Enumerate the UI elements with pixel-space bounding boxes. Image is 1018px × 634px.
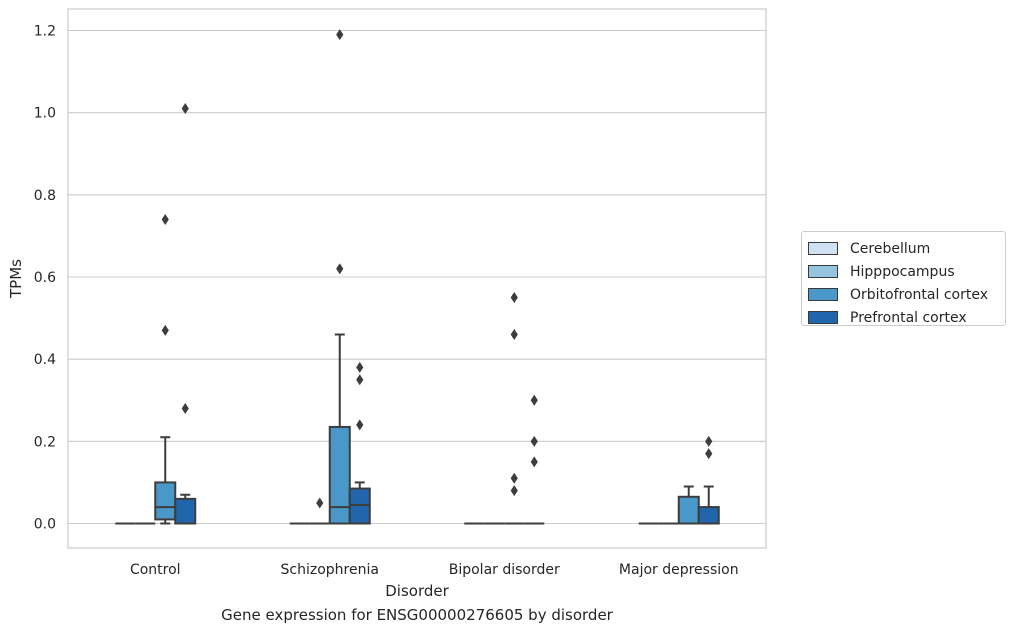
legend-label: Orbitofrontal cortex [850, 286, 988, 303]
x-tick-label: Control [130, 562, 181, 578]
outlier-point [316, 497, 324, 509]
y-axis-ticks: 0.0 0.2 0.4 0.6 0.8 1.0 1.2 [34, 24, 56, 533]
outlier-point [705, 435, 713, 447]
box-prefrontal-cortex [174, 103, 197, 525]
box-body [697, 506, 720, 525]
outlier-point [510, 472, 518, 484]
figure-caption: Gene expression for ENSG00000276605 by d… [221, 606, 613, 624]
box-groups [115, 29, 720, 525]
outlier-point [705, 448, 713, 460]
grid-lines [68, 29, 766, 525]
x-tick-label: Major depression [619, 562, 739, 578]
legend-swatch [808, 265, 838, 278]
outlier-point [510, 329, 518, 341]
outlier-point [161, 324, 169, 336]
legend-swatch [808, 288, 838, 301]
box-body [174, 497, 197, 525]
x-axis-ticks: Control Schizophrenia Bipolar disorder Majo… [130, 562, 739, 578]
plot-frame [67, 8, 767, 549]
legend: Cerebellum Hipppocampus Orbitofrontal cort… [801, 231, 1006, 326]
box-body [154, 481, 177, 521]
legend-label: Hipppocampus [850, 263, 955, 280]
legend-swatch [808, 242, 838, 255]
outlier-point [336, 263, 344, 275]
box-body [328, 425, 351, 525]
outlier-point [510, 485, 518, 497]
x-axis-label: Disorder [385, 582, 449, 600]
outlier-point [356, 374, 364, 386]
box-hipppocampus [309, 497, 330, 525]
y-tick-label: 0.0 [34, 517, 56, 533]
legend-item: Orbitofrontal cortex [808, 283, 1005, 306]
box-body [348, 487, 371, 525]
outlier-point [356, 419, 364, 431]
box-orbitofrontal-cortex [504, 292, 525, 525]
legend-swatch [808, 311, 838, 324]
x-tick-label: Bipolar disorder [449, 562, 560, 578]
outlier-point [161, 213, 169, 225]
legend-label: Prefrontal cortex [850, 309, 967, 326]
outlier-point [530, 435, 538, 447]
y-tick-label: 1.0 [34, 106, 56, 122]
outlier-point [356, 361, 364, 373]
y-axis-label: TPMs [7, 259, 25, 299]
legend-item: Cerebellum [808, 237, 1005, 260]
x-tick-label: Schizophrenia [281, 562, 379, 578]
legend-item: Hipppocampus [808, 260, 1005, 283]
y-tick-label: 0.8 [34, 188, 56, 204]
outlier-point [336, 29, 344, 41]
outlier-point [510, 292, 518, 304]
box-prefrontal-cortex [697, 435, 720, 525]
y-tick-label: 0.2 [34, 434, 56, 450]
y-tick-label: 0.4 [34, 352, 56, 368]
outlier-point [530, 456, 538, 468]
outlier-point [181, 402, 189, 414]
legend-label: Cerebellum [850, 240, 931, 257]
box-prefrontal-cortex [524, 394, 545, 525]
y-tick-label: 1.2 [34, 24, 56, 40]
box-orbitofrontal-cortex [677, 485, 700, 525]
legend-item: Prefrontal cortex [808, 306, 1005, 329]
outlier-point [181, 103, 189, 115]
outlier-point [530, 394, 538, 406]
box-prefrontal-cortex [348, 361, 371, 525]
box-orbitofrontal-cortex [154, 213, 177, 525]
y-tick-label: 0.6 [34, 270, 56, 286]
box-body [677, 495, 700, 525]
box-orbitofrontal-cortex [328, 29, 351, 525]
